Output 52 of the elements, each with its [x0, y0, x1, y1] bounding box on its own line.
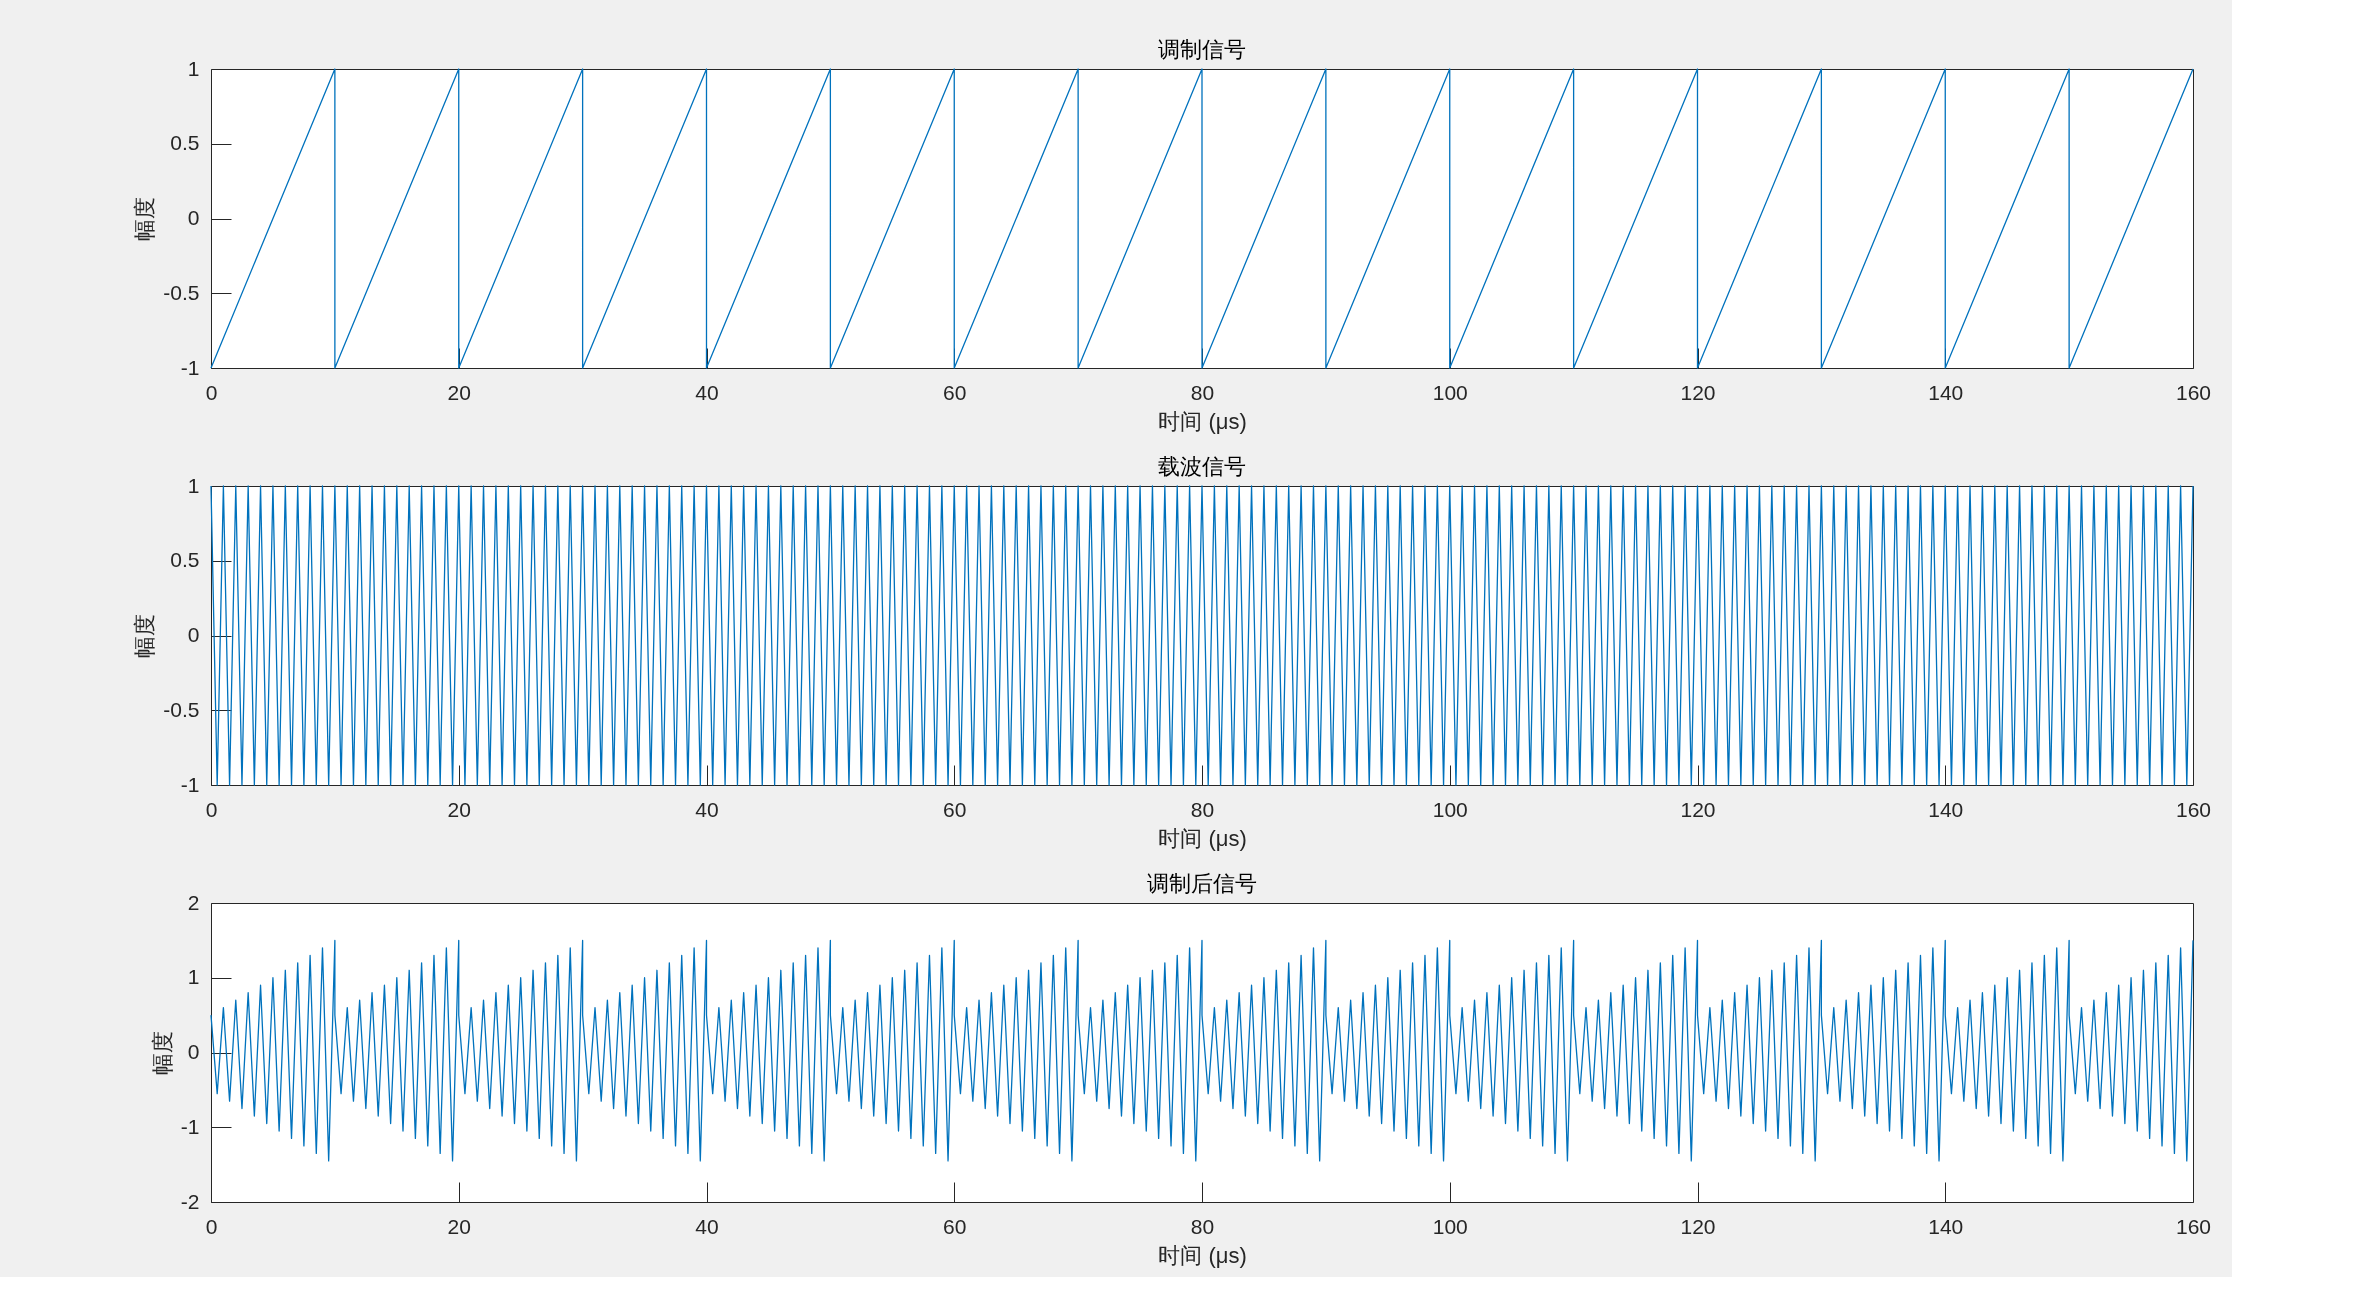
x-axis-title: 时间 (μs): [1158, 408, 1247, 434]
x-tick-label: 20: [447, 1214, 471, 1238]
x-tick-label: 60: [943, 797, 967, 821]
x-tick-label: 80: [1190, 797, 1215, 821]
x-tick-label: 100: [1432, 797, 1468, 821]
y-tick-label: 1: [187, 473, 200, 497]
x-tick-label: 80: [1190, 380, 1215, 404]
x-tick-label: 160: [2175, 1214, 2212, 1238]
y-tick-label: 1: [187, 965, 200, 989]
x-tick-label: 100: [1432, 380, 1468, 404]
x-tick-label: 160: [2175, 380, 2212, 404]
x-tick-label: 40: [695, 797, 719, 821]
chart-title: 载波信号: [1158, 454, 1246, 479]
y-tick-label: -0.5: [163, 280, 200, 304]
x-tick-label: 160: [2175, 797, 2212, 821]
x-tick-label: 40: [695, 380, 719, 404]
y-tick-label: -0.5: [163, 697, 200, 721]
y-tick-label: 1: [187, 56, 200, 80]
x-tick-label: 100: [1432, 1214, 1468, 1238]
x-tick-label: 20: [447, 797, 471, 821]
chart-title: 调制信号: [1158, 37, 1246, 62]
x-tick-label: 0: [205, 797, 218, 821]
y-tick-label: -1: [180, 772, 200, 796]
x-tick-label: 20: [447, 380, 471, 404]
y-tick-label: 0: [187, 206, 200, 229]
x-tick-label: 40: [695, 1214, 719, 1238]
y-tick-label: 0.5: [170, 548, 200, 572]
x-tick-label: 120: [1680, 1214, 1716, 1238]
x-axis-title: 时间 (μs): [1158, 825, 1247, 851]
chart-title: 调制后信号: [1147, 871, 1257, 896]
x-tick-label: 120: [1680, 797, 1716, 821]
y-tick-label: -2: [180, 1189, 200, 1213]
line-series: [210, 939, 2194, 1162]
x-tick-label: 0: [205, 1214, 218, 1238]
y-tick-label: -1: [180, 355, 200, 379]
y-tick-label: -1: [180, 1114, 200, 1138]
y-tick-label: 0: [187, 623, 200, 646]
x-tick-label: 140: [1928, 380, 1964, 404]
y-tick-label: 2: [187, 890, 200, 914]
y-axis-title: 幅度: [132, 614, 158, 658]
x-axis-title: 时间 (μs): [1158, 1242, 1247, 1268]
x-tick-label: 0: [205, 380, 218, 404]
y-tick-label: 0: [187, 1040, 200, 1063]
x-tick-label: 140: [1928, 797, 1964, 821]
x-tick-label: 140: [1928, 1214, 1964, 1238]
y-tick-label: 0.5: [170, 131, 200, 155]
y-axis-title: 幅度: [132, 197, 158, 241]
x-tick-label: 80: [1190, 1214, 1215, 1238]
x-tick-label: 60: [943, 1214, 967, 1238]
x-tick-label: 120: [1680, 380, 1716, 404]
x-tick-label: 60: [943, 380, 967, 404]
y-axis-title: 幅度: [149, 1031, 175, 1075]
